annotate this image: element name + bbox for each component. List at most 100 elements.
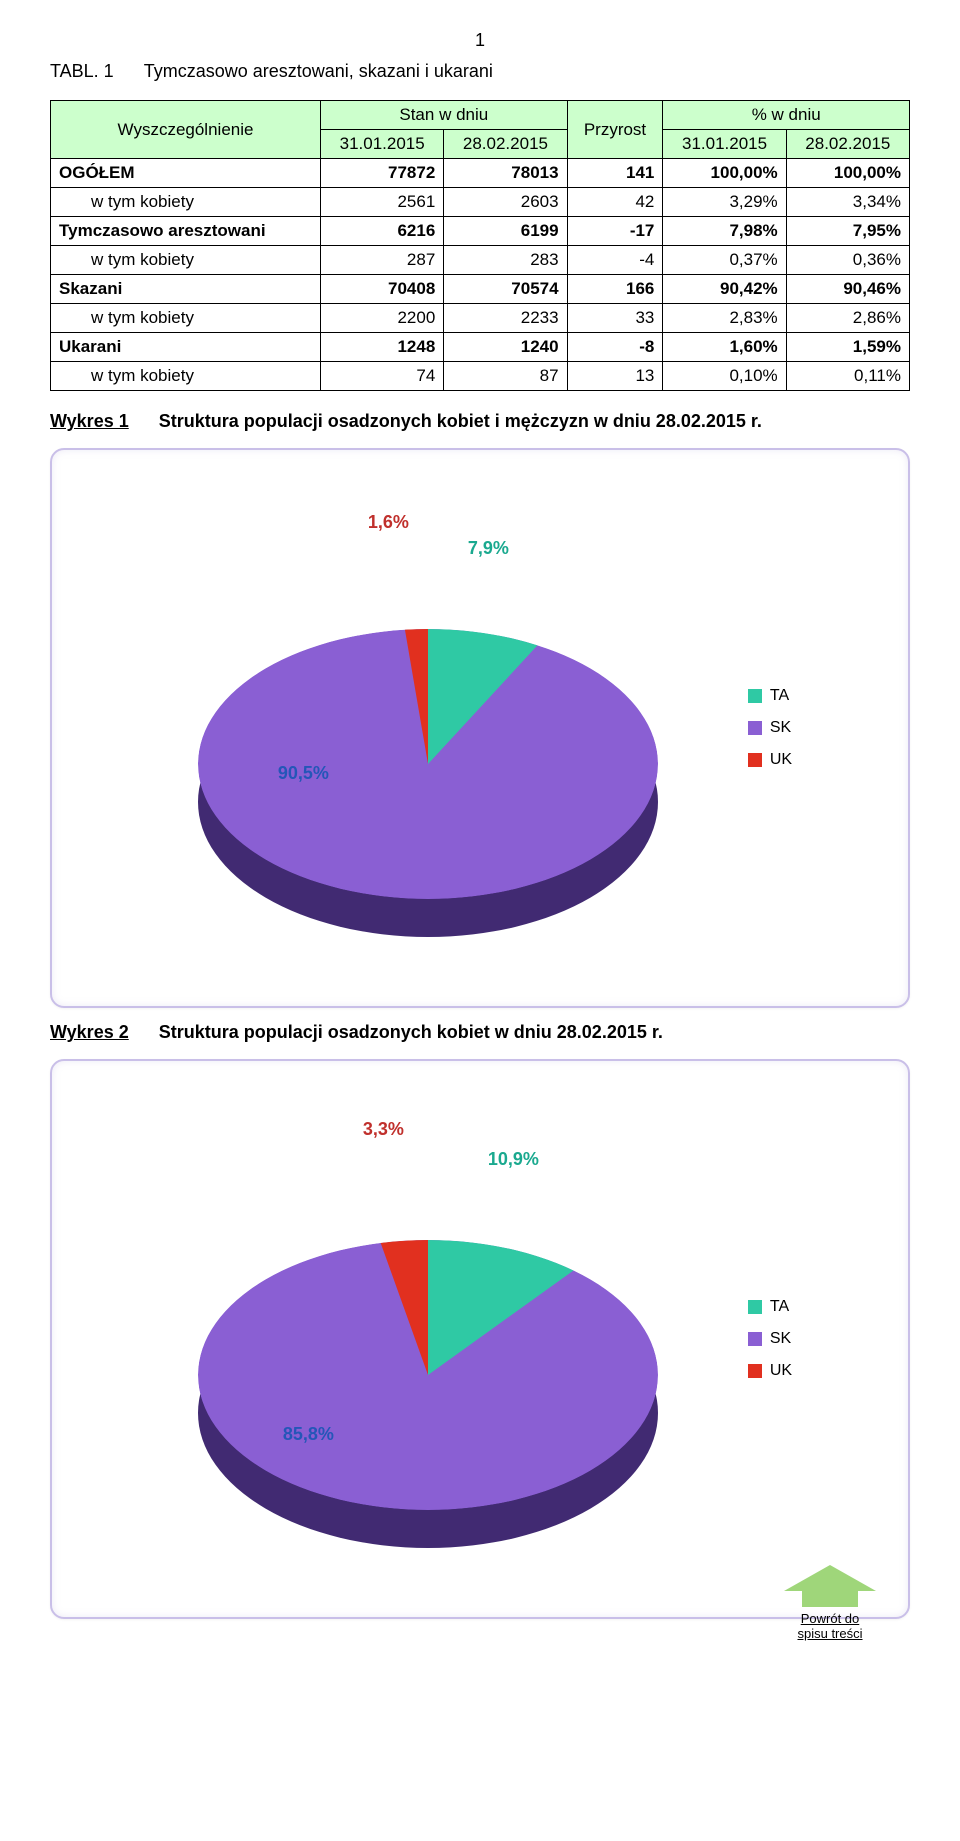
legend2-item-uk: UK (748, 1362, 792, 1380)
table-cell: 1240 (444, 333, 567, 362)
table-cell: 3,29% (663, 188, 786, 217)
chart2-label-sk: 85,8% (283, 1424, 334, 1445)
table-cell: 0,36% (786, 246, 909, 275)
table-cell: 0,11% (786, 362, 909, 391)
legend2-text-sk: SK (770, 1330, 791, 1348)
wykres1-label: Wykres 1 (50, 411, 129, 432)
legend2-swatch-uk (748, 1364, 762, 1378)
table-row: OGÓŁEM7787278013141100,00%100,00% (51, 159, 910, 188)
th-wyszczegolnienie: Wyszczególnienie (51, 101, 321, 159)
tabl-label: TABL. 1 (50, 61, 114, 82)
table-cell: 100,00% (663, 159, 786, 188)
table-row: w tym kobiety287283-40,37%0,36% (51, 246, 910, 275)
legend2-item-sk: SK (748, 1330, 792, 1348)
data-table: Wyszczególnienie Stan w dniu Przyrost % … (50, 100, 910, 391)
slice-uk (381, 1240, 428, 1375)
th-pct: % w dniu (663, 101, 910, 130)
table-cell: 2200 (321, 304, 444, 333)
table-cell: 283 (444, 246, 567, 275)
legend-text-ta: TA (770, 687, 789, 705)
th-date3: 31.01.2015 (663, 130, 786, 159)
return-to-toc-link[interactable]: Powrót do spisu treści (760, 1565, 900, 1641)
arrow-up-icon (784, 1565, 876, 1591)
table-cell: 77872 (321, 159, 444, 188)
table-cell: 87 (444, 362, 567, 391)
wykres1-title: Struktura populacji osadzonych kobiet i … (159, 411, 762, 432)
slice-ta (428, 629, 538, 764)
th-date4: 28.02.2015 (786, 130, 909, 159)
return-link-line2: spisu treści (760, 1626, 900, 1641)
table-cell: w tym kobiety (51, 188, 321, 217)
table-row: w tym kobiety22002233332,83%2,86% (51, 304, 910, 333)
wykres2-label: Wykres 2 (50, 1022, 129, 1043)
table-cell: 2233 (444, 304, 567, 333)
table-caption: TABL. 1 Tymczasowo aresztowani, skazani … (50, 61, 910, 82)
table-cell: 13 (567, 362, 663, 391)
th-date2: 28.02.2015 (444, 130, 567, 159)
table-cell: 74 (321, 362, 444, 391)
chart2-label-ta: 10,9% (488, 1149, 539, 1170)
legend2-swatch-ta (748, 1300, 762, 1314)
table-row: w tym kobiety25612603423,29%3,34% (51, 188, 910, 217)
legend-swatch-ta (748, 689, 762, 703)
chart1-label-sk: 90,5% (278, 763, 329, 784)
th-date1: 31.01.2015 (321, 130, 444, 159)
table-cell: 141 (567, 159, 663, 188)
chart2-pie: 3,3% 10,9% 85,8% (168, 1119, 688, 1559)
table-cell: 2,83% (663, 304, 786, 333)
th-przyrost: Przyrost (567, 101, 663, 159)
table-cell: w tym kobiety (51, 304, 321, 333)
chart1-frame: 1,6% 7,9% 90,5% TA SK UK (50, 448, 910, 1008)
th-stan: Stan w dniu (321, 101, 568, 130)
legend-item-ta: TA (748, 687, 792, 705)
chart2-legend: TA SK UK (748, 1298, 792, 1380)
legend2-text-ta: TA (770, 1298, 789, 1316)
table-cell: Skazani (51, 275, 321, 304)
table-cell: -8 (567, 333, 663, 362)
legend2-text-uk: UK (770, 1362, 792, 1380)
legend-swatch-sk (748, 721, 762, 735)
table-cell: 2603 (444, 188, 567, 217)
table-cell: 3,34% (786, 188, 909, 217)
table-row: Skazani704087057416690,42%90,46% (51, 275, 910, 304)
table-cell: 166 (567, 275, 663, 304)
table-cell: 2561 (321, 188, 444, 217)
page-number: 1 (50, 30, 910, 51)
table-row: Tymczasowo aresztowani62166199-177,98%7,… (51, 217, 910, 246)
legend-item-sk: SK (748, 719, 792, 737)
tabl-title: Tymczasowo aresztowani, skazani i ukaran… (144, 61, 493, 82)
legend2-item-ta: TA (748, 1298, 792, 1316)
legend2-swatch-sk (748, 1332, 762, 1346)
table-cell: 90,46% (786, 275, 909, 304)
table-cell: 6216 (321, 217, 444, 246)
table-cell: 70408 (321, 275, 444, 304)
table-cell: 70574 (444, 275, 567, 304)
table-cell: 2,86% (786, 304, 909, 333)
arrow-body-icon (802, 1591, 858, 1607)
chart2-frame: 3,3% 10,9% 85,8% TA SK UK (50, 1059, 910, 1619)
table-row: w tym kobiety7487130,10%0,11% (51, 362, 910, 391)
table-cell: 1,59% (786, 333, 909, 362)
table-cell: 7,98% (663, 217, 786, 246)
table-cell: 1,60% (663, 333, 786, 362)
table-row: Ukarani12481240-81,60%1,59% (51, 333, 910, 362)
chart1-label-ta: 7,9% (468, 538, 509, 559)
table-cell: OGÓŁEM (51, 159, 321, 188)
chart2-label-uk: 3,3% (363, 1119, 404, 1140)
table-cell: 1248 (321, 333, 444, 362)
table-cell: 42 (567, 188, 663, 217)
table-cell: 33 (567, 304, 663, 333)
chart1-slices-overlay (198, 629, 658, 899)
slice-ta (428, 1240, 573, 1375)
table-cell: Tymczasowo aresztowani (51, 217, 321, 246)
chart1-legend: TA SK UK (748, 687, 792, 769)
table-cell: 287 (321, 246, 444, 275)
chart1-pie: 1,6% 7,9% 90,5% (168, 508, 688, 948)
table-cell: -4 (567, 246, 663, 275)
chart2-slices-overlay (198, 1240, 658, 1510)
table-cell: 0,10% (663, 362, 786, 391)
wykres1-caption: Wykres 1 Struktura populacji osadzonych … (50, 411, 910, 432)
table-cell: 7,95% (786, 217, 909, 246)
legend-text-uk: UK (770, 751, 792, 769)
legend-text-sk: SK (770, 719, 791, 737)
